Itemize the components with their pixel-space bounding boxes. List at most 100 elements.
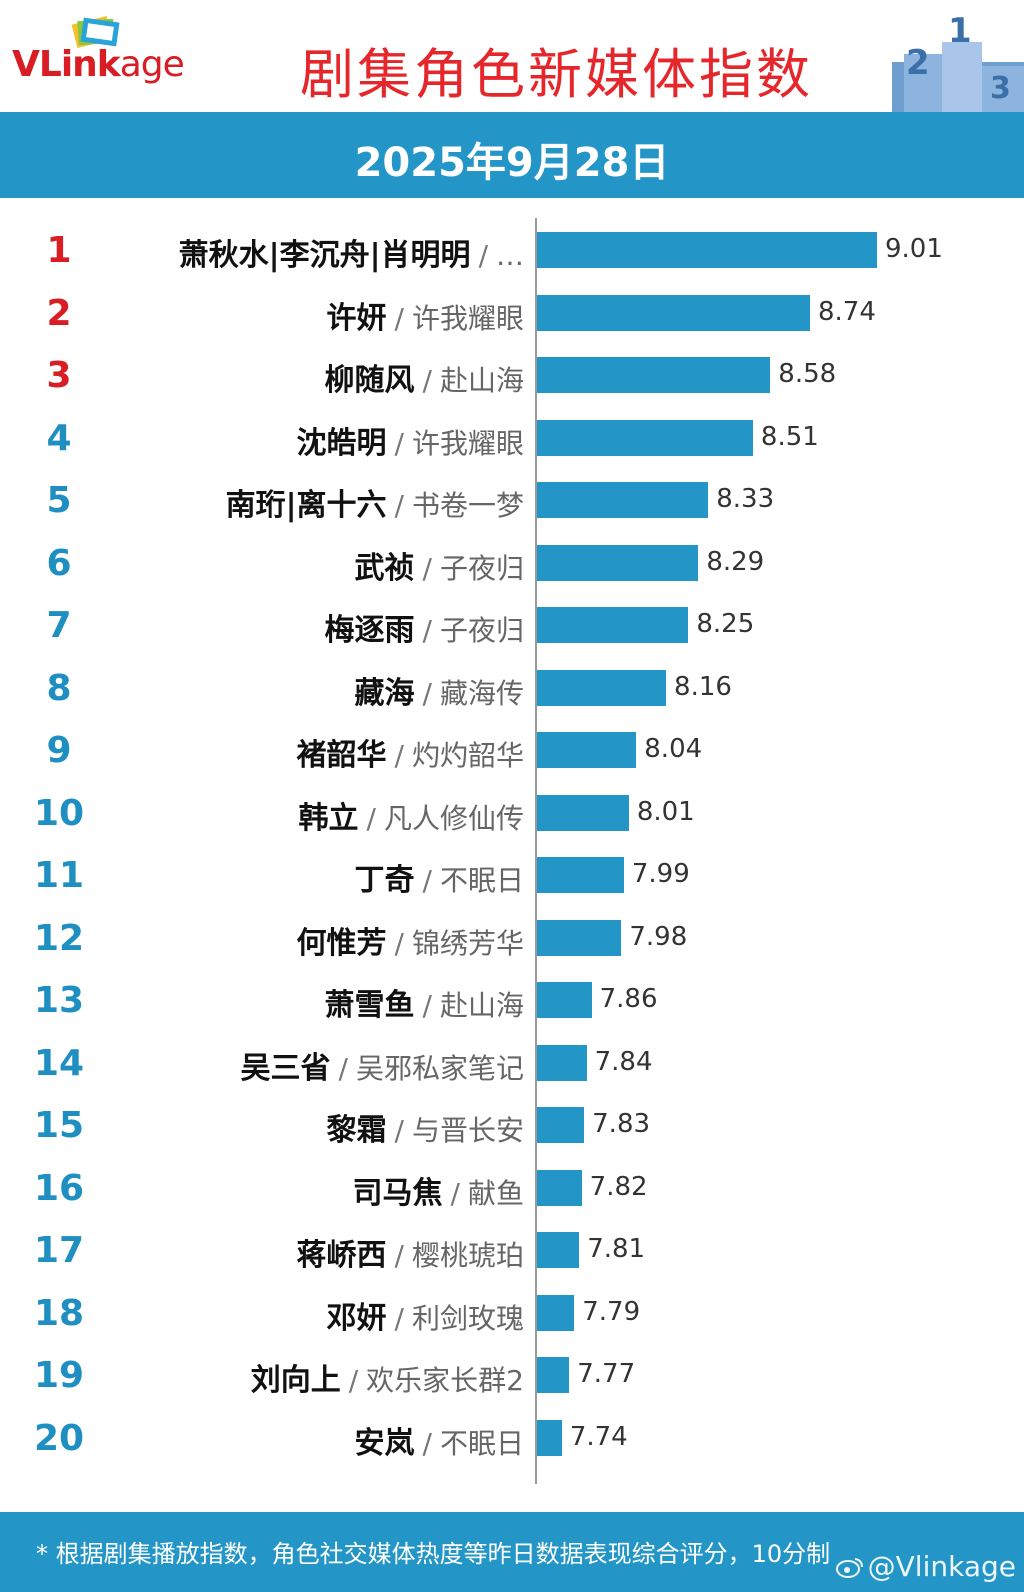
drama-name: 子夜归 (440, 614, 524, 647)
label-separator: / (395, 1114, 404, 1147)
drama-name: 赴山海 (440, 364, 524, 397)
bar (537, 482, 708, 518)
rank-number: 7 (20, 605, 98, 646)
rank-number: 3 (20, 355, 98, 396)
row-label: 萧秋水|李沉舟|肖明明 /… (179, 230, 524, 274)
row-label: 邓妍 / 利剑玫瑰 (327, 1293, 524, 1337)
row-label: 藏海 / 藏海传 (355, 668, 524, 712)
value-label: 8.58 (778, 359, 836, 389)
bar (537, 420, 753, 456)
header: VLinkage 剧集角色新媒体指数 2 1 3 (0, 0, 1024, 112)
bar (537, 607, 688, 643)
row-label: 蒋峤西 / 樱桃琥珀 (297, 1230, 524, 1274)
row-label: 吴三省 / 吴邪私家笔记 (241, 1043, 524, 1087)
character-name: 刘向上 (251, 1363, 341, 1398)
label-separator: / (423, 614, 432, 647)
rank-number: 4 (20, 418, 98, 459)
row-label: 南珩|离十六 / 书卷一梦 (226, 480, 524, 524)
rank-number: 17 (20, 1230, 98, 1271)
weibo-icon (836, 1552, 864, 1585)
bar (537, 795, 629, 831)
character-name: 萧秋水|李沉舟|肖明明 (179, 238, 471, 273)
value-label: 8.01 (637, 797, 695, 827)
drama-name: 欢乐家长群2 (366, 1364, 524, 1397)
row-label: 梅逐雨 / 子夜归 (325, 605, 524, 649)
label-separator: / (423, 1427, 432, 1460)
rank-number: 14 (20, 1043, 98, 1084)
label-separator: / (339, 1052, 348, 1085)
character-name: 许妍 (327, 301, 387, 336)
character-name: 韩立 (299, 801, 359, 836)
bar (537, 357, 770, 393)
character-name: 司马焦 (353, 1176, 443, 1211)
label-separator: / (395, 1239, 404, 1272)
character-name: 梅逐雨 (325, 613, 415, 648)
value-label: 7.79 (582, 1297, 640, 1327)
rank-number: 8 (20, 668, 98, 709)
bar-chart: 1 萧秋水|李沉舟|肖明明 /… 9.01 2 许妍 / 许我耀眼 8.74 3 柳随风 / 赴山海 8.… (0, 198, 1024, 1510)
value-label: 7.99 (632, 859, 690, 889)
bar (537, 732, 636, 768)
value-label: 8.16 (674, 672, 732, 702)
date-band: 2025年9月28日 (0, 112, 1024, 198)
character-name: 沈皓明 (297, 426, 387, 461)
rank-number: 15 (20, 1105, 98, 1146)
bar (537, 1357, 569, 1393)
label-separator: / (395, 489, 404, 522)
label-separator: / (423, 864, 432, 897)
podium-label-1: 1 (948, 14, 972, 51)
row-label: 武祯 / 子夜归 (355, 543, 524, 587)
bar (537, 1045, 587, 1081)
row-label: 褚韶华 / 灼灼韶华 (297, 730, 524, 774)
drama-name: 许我耀眼 (412, 302, 524, 335)
chart-title: 剧集角色新媒体指数 (300, 30, 813, 109)
character-name: 萧雪鱼 (325, 988, 415, 1023)
label-separator: / (367, 802, 376, 835)
label-separator: / (423, 677, 432, 710)
bar (537, 920, 621, 956)
drama-name: 凡人修仙传 (384, 802, 524, 835)
character-name: 邓妍 (327, 1301, 387, 1336)
drama-name: 锦绣芳华 (412, 927, 524, 960)
vlinkage-logo: VLinkage (12, 14, 222, 100)
character-name: 吴三省 (241, 1051, 331, 1086)
drama-name: 樱桃琥珀 (412, 1239, 524, 1272)
drama-name: 许我耀眼 (412, 427, 524, 460)
rank-number: 10 (20, 793, 98, 834)
drama-name: 不眠日 (440, 864, 524, 897)
label-separator: / (423, 552, 432, 585)
row-label: 丁奇 / 不眠日 (355, 855, 524, 899)
label-separator: / (349, 1364, 358, 1397)
row-label: 沈皓明 / 许我耀眼 (297, 418, 524, 462)
rank-number: 19 (20, 1355, 98, 1396)
label-separator: / (395, 1302, 404, 1335)
bar (537, 1232, 579, 1268)
drama-name: 灼灼韶华 (412, 739, 524, 772)
bar (537, 1295, 574, 1331)
rank-number: 2 (20, 293, 98, 334)
row-label: 安岚 / 不眠日 (355, 1418, 524, 1462)
drama-name: 与晋长安 (412, 1114, 524, 1147)
podium-icon: 2 1 3 (892, 14, 1024, 112)
drama-name: 书卷一梦 (412, 489, 524, 522)
value-label: 7.81 (587, 1234, 645, 1264)
rank-number: 20 (20, 1418, 98, 1459)
value-label: 8.29 (706, 547, 764, 577)
bar (537, 857, 624, 893)
character-name: 武祯 (355, 551, 415, 586)
label-separator: / (423, 989, 432, 1022)
bar (537, 1170, 582, 1206)
label-separator: / (395, 302, 404, 335)
label-separator: / (395, 427, 404, 460)
label-separator: / (479, 239, 488, 272)
row-label: 刘向上 / 欢乐家长群2 (251, 1355, 524, 1399)
character-name: 丁奇 (355, 863, 415, 898)
label-separator: / (423, 364, 432, 397)
character-name: 藏海 (355, 676, 415, 711)
character-name: 何惟芳 (297, 926, 387, 961)
character-name: 黎霜 (327, 1113, 387, 1148)
value-label: 7.98 (629, 922, 687, 952)
bar (537, 1420, 562, 1456)
value-label: 8.51 (761, 422, 819, 452)
podium-label-2: 2 (906, 43, 930, 83)
